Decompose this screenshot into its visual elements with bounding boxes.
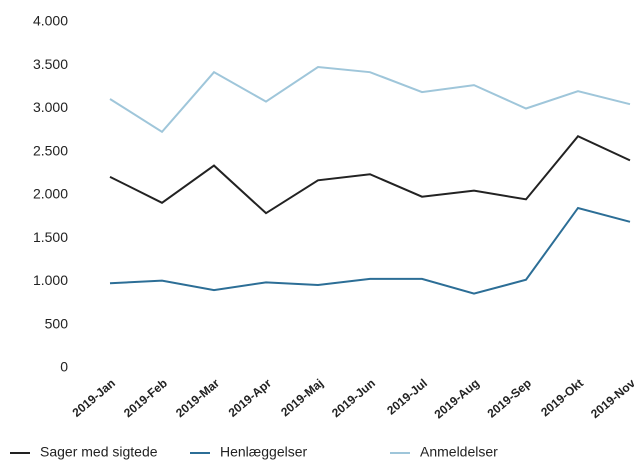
y-tick-label: 2.500	[33, 142, 68, 158]
legend-label: Henlæggelser	[220, 444, 307, 460]
x-tick-label: 2019-Okt	[538, 376, 586, 419]
y-tick-label: 1.500	[33, 229, 68, 245]
x-tick-label: 2019-Mar	[173, 376, 222, 420]
legend-label: Anmeldelser	[420, 444, 498, 460]
series-line	[109, 206, 631, 295]
x-tick-label: 2019-Feb	[121, 376, 170, 420]
series-line	[109, 65, 631, 134]
x-tick-label: 2019-Sep	[485, 376, 534, 421]
x-tick-label: 2019-Jan	[70, 376, 118, 420]
y-tick-label: 1.000	[33, 272, 68, 288]
x-tick-label: 2019-Maj	[278, 376, 326, 419]
x-tick-label: 2019-Nov	[588, 376, 634, 421]
y-tick-label: 3.500	[33, 56, 68, 72]
y-tick-label: 2.000	[33, 186, 68, 202]
series-line	[109, 134, 631, 215]
y-tick-label: 4.000	[33, 13, 68, 29]
legend-label: Sager med sigtede	[40, 444, 158, 460]
y-tick-label: 500	[45, 315, 69, 331]
x-tick-label: 2019-Jun	[329, 376, 378, 420]
y-tick-label: 3.000	[33, 99, 68, 115]
x-tick-label: 2019-Aug	[432, 376, 482, 421]
x-tick-label: 2019-Apr	[226, 376, 275, 420]
x-tick-label: 2019-Jul	[384, 376, 430, 418]
y-tick-label: 0	[60, 359, 68, 375]
